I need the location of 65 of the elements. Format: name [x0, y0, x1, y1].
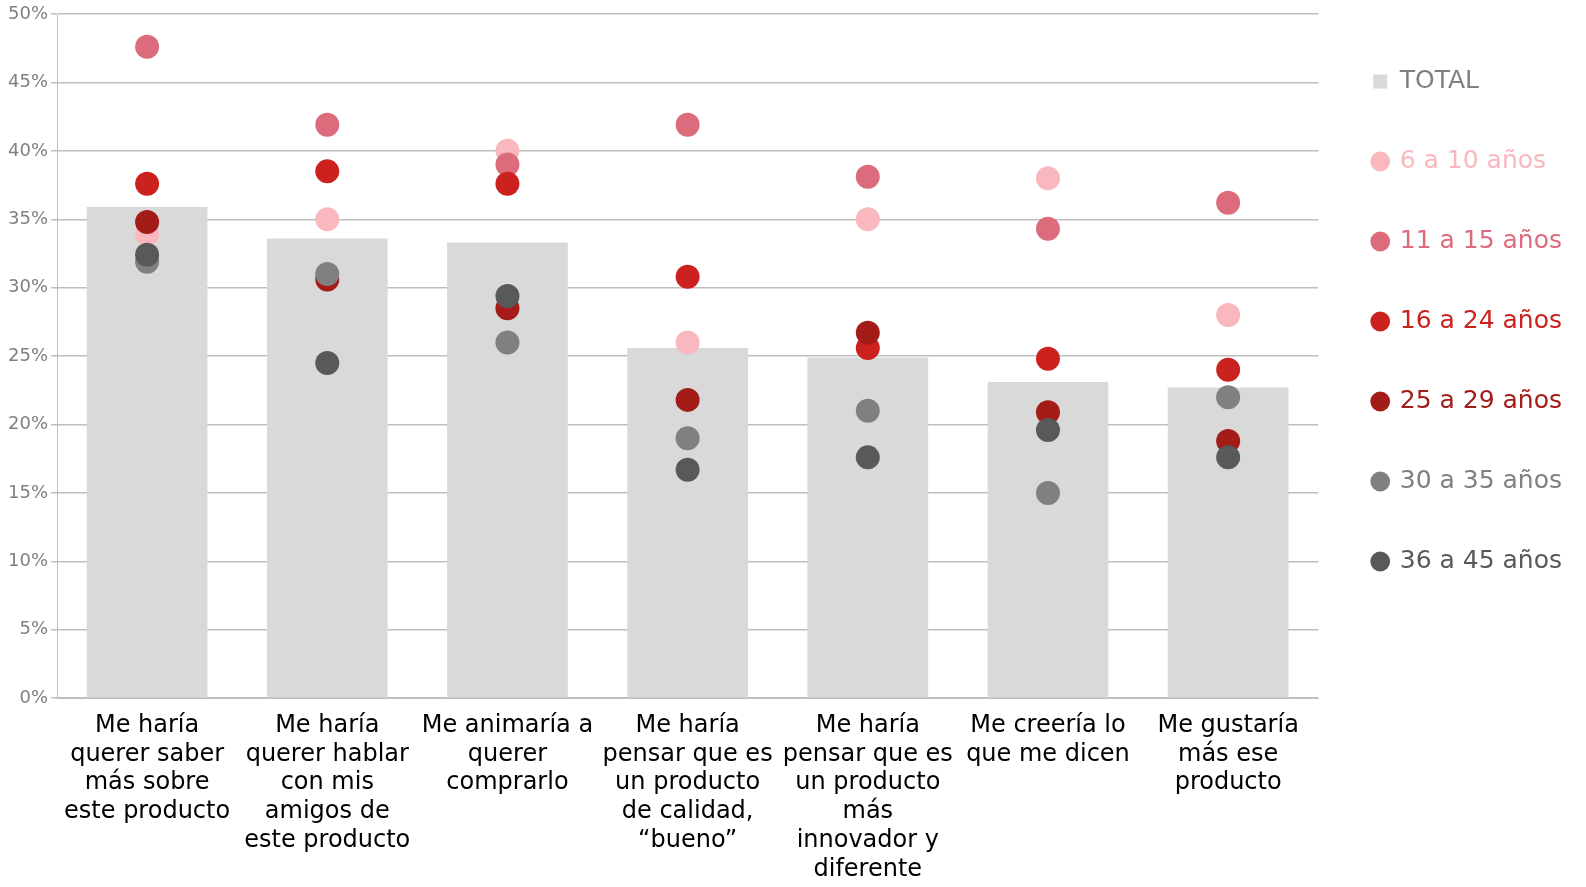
- point: [1216, 445, 1241, 470]
- point: [495, 171, 520, 196]
- x-tick-label: Me creería lo que me dicen: [966, 709, 1130, 767]
- point: [1035, 480, 1060, 505]
- point: [675, 264, 700, 289]
- x-tick-label: Me haría querer saber más sobre este producto: [64, 709, 231, 825]
- y-tick-label: 0%: [19, 685, 49, 707]
- point: [315, 207, 340, 232]
- point: [675, 387, 700, 412]
- legend-label: 30 a 35 años: [1399, 465, 1563, 494]
- point: [135, 242, 160, 267]
- point: [495, 330, 520, 355]
- point: [855, 207, 880, 232]
- point: [135, 34, 160, 59]
- legend-label: TOTAL: [1398, 65, 1480, 94]
- y-tick-label: 30%: [7, 275, 49, 297]
- y-tick-label: 10%: [7, 549, 49, 571]
- legend-label: 16 a 24 años: [1399, 305, 1563, 334]
- point: [315, 112, 340, 137]
- legend-label: 25 a 29 años: [1399, 385, 1563, 414]
- y-tick-label: 40%: [7, 138, 49, 160]
- point: [1216, 385, 1241, 410]
- point: [675, 112, 700, 137]
- point: [315, 159, 340, 184]
- bar: [807, 357, 929, 698]
- point: [495, 283, 520, 308]
- point: [855, 320, 880, 345]
- point: [1216, 190, 1241, 215]
- y-tick-label: 25%: [7, 343, 49, 365]
- point: [1035, 216, 1060, 241]
- x-tick-label: Me gustaría más ese producto: [1157, 709, 1299, 796]
- point: [855, 398, 880, 423]
- y-tick-label: 20%: [7, 412, 49, 434]
- legend-label: 11 a 15 años: [1399, 225, 1563, 254]
- point: [315, 350, 340, 375]
- bar: [86, 206, 208, 698]
- point: [1035, 417, 1060, 442]
- legend-label: 36 a 45 años: [1399, 545, 1563, 574]
- point: [1216, 357, 1241, 382]
- point: [315, 262, 340, 286]
- bar: [1167, 387, 1289, 698]
- point: [675, 426, 700, 451]
- bar: [987, 382, 1109, 698]
- y-tick-label: 45%: [7, 70, 49, 92]
- x-tick-label: Me haría querer hablar con mis amigos de este producto: [244, 709, 411, 854]
- point: [675, 330, 700, 355]
- bar: [266, 238, 388, 698]
- point: [1216, 303, 1241, 328]
- point: [1035, 346, 1060, 371]
- y-tick-label: 50%: [7, 1, 49, 23]
- legend-label: 6 a 10 años: [1399, 145, 1547, 174]
- bar: [447, 242, 568, 698]
- x-tick-label: Me animaría a querer comprarlo: [421, 709, 594, 796]
- point: [855, 164, 880, 189]
- y-tick-label: 15%: [7, 480, 49, 502]
- y-tick-label: 35%: [7, 206, 49, 228]
- x-tick-label: Me haría pensar que es un producto de calidad, “bueno”: [602, 709, 773, 854]
- y-tick-label: 5%: [19, 617, 49, 639]
- point: [675, 457, 700, 482]
- bar: [627, 347, 748, 698]
- point: [135, 210, 160, 234]
- point: [1035, 166, 1060, 191]
- point: [855, 445, 880, 470]
- point: [135, 171, 160, 196]
- x-tick-label: Me haría pensar que es un producto más innovador y diferente: [782, 709, 953, 882]
